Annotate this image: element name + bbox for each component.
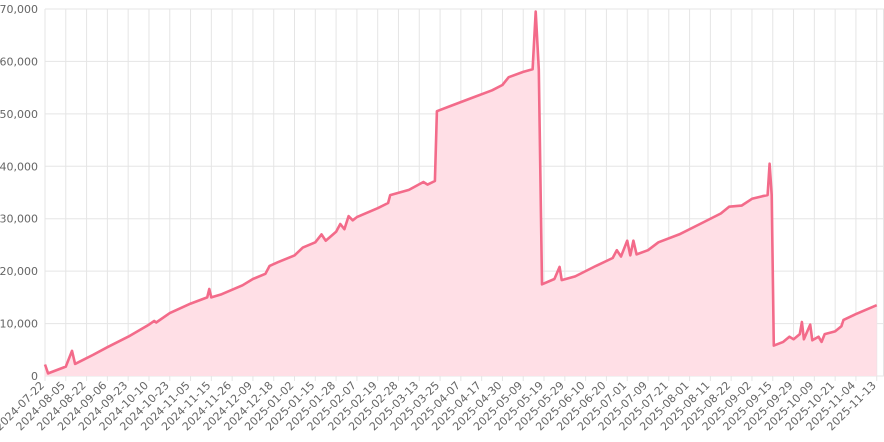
- area-fill: [45, 11, 877, 376]
- y-tick-label: 40,000: [0, 160, 38, 173]
- y-axis-tick-labels: 0 10,000 20,000 30,000 40,000 50,000 60,000 70,…: [0, 3, 38, 383]
- series-line: [43, 10, 878, 375]
- y-tick-label: 60,000: [0, 55, 38, 68]
- y-tick-label: 10,000: [0, 318, 38, 331]
- y-tick-label: 20,000: [0, 265, 38, 278]
- y-tick-label: 0: [31, 370, 38, 383]
- y-tick-label: 50,000: [0, 108, 38, 121]
- x-axis-tick-labels: 2024-07-222024-08-052024-08-222024-09-06…: [0, 379, 879, 433]
- y-tick-label: 70,000: [0, 3, 38, 16]
- y-tick-label: 30,000: [0, 213, 38, 226]
